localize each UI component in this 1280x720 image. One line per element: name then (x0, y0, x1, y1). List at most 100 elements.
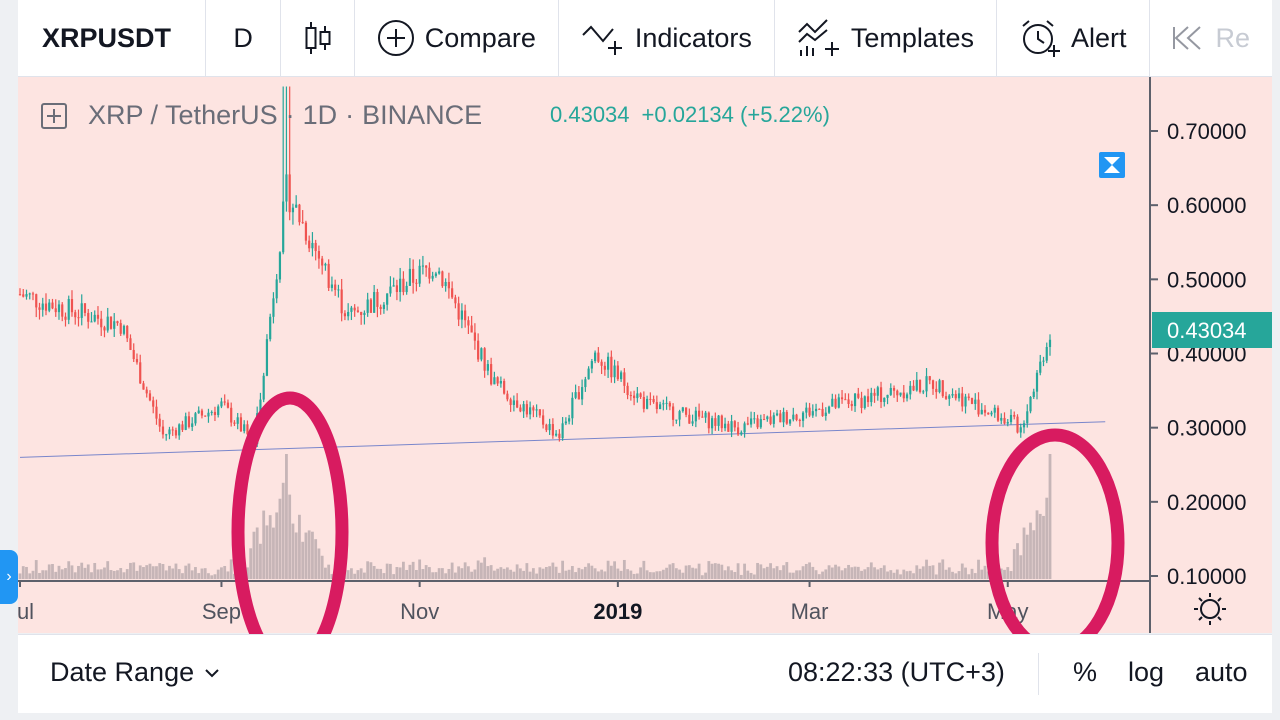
candle-body (850, 403, 853, 407)
candle-body (714, 418, 717, 426)
candle-body (311, 242, 314, 249)
volume-bar (616, 568, 620, 579)
candle-body (308, 240, 311, 249)
candle-body (577, 392, 580, 400)
volume-bar (853, 566, 857, 579)
volume-bar (652, 572, 655, 579)
volume-bar (210, 575, 214, 579)
auto-scale-toggle[interactable]: auto (1195, 657, 1248, 687)
indicators-button[interactable]: Indicators (559, 0, 775, 76)
volume-bar (440, 568, 444, 579)
candle-body (356, 310, 360, 312)
volume-bar (850, 567, 854, 579)
compare-button[interactable]: Compare (355, 0, 559, 76)
volume-bar (834, 564, 837, 579)
chart-settings-gear-icon[interactable] (1194, 593, 1226, 625)
expand-sidebar-button[interactable]: › (0, 550, 18, 604)
candle-body (233, 422, 236, 424)
volume-bar (710, 563, 714, 579)
chart-style-button[interactable] (281, 0, 355, 76)
candle-body (616, 365, 619, 380)
volume-bar (681, 572, 685, 579)
volume-bar (606, 560, 610, 579)
volume-bar (38, 572, 41, 579)
volume-bar (142, 567, 145, 579)
candle-body (821, 408, 824, 416)
volume-bar (132, 562, 136, 579)
volume-bar (492, 570, 496, 579)
volume-bar (856, 566, 860, 579)
volume-bar (655, 571, 659, 579)
candle-body (987, 412, 990, 415)
candle-body (645, 398, 649, 409)
volume-bar (158, 563, 162, 579)
candle-body (366, 299, 369, 313)
candle-body (1006, 422, 1009, 424)
volume-bar (619, 570, 623, 579)
percent-scale-toggle[interactable]: % (1073, 657, 1098, 687)
volume-bar (531, 568, 535, 579)
price-chart[interactable]: 0.700000.600000.500000.400000.300000.200… (18, 77, 1272, 633)
date-range-button[interactable]: Date Range (50, 657, 220, 688)
candle-body (477, 340, 480, 360)
replay-button[interactable]: Re (1150, 0, 1273, 76)
time-axis[interactable]: Jul Sep Nov 2019 Mar May (18, 581, 1029, 624)
volume-bar (174, 563, 178, 579)
candle-body (594, 352, 597, 362)
candle-body (831, 398, 834, 407)
candle-body (571, 397, 574, 419)
candle-body (922, 391, 925, 393)
candle-body (889, 387, 892, 395)
volume-bar (479, 562, 483, 579)
candle-body (736, 427, 740, 435)
price-axis[interactable]: 0.700000.600000.500000.400000.300000.200… (1150, 119, 1247, 589)
chart-area[interactable]: 0.70000 0.60000 0.50000 0.40000 0.30000 0.200… (18, 77, 1272, 633)
candle-body (671, 406, 675, 420)
scroll-to-realtime-button[interactable] (1099, 152, 1125, 178)
log-scale-toggle[interactable]: log (1128, 657, 1165, 687)
candle-body (67, 299, 70, 320)
legend-pair: XRP / TetherUS (88, 100, 278, 130)
candle-body (938, 380, 941, 393)
volume-bar (593, 568, 597, 579)
candle-body (772, 415, 775, 424)
volume-bar (970, 568, 974, 579)
alert-button[interactable]: Alert (997, 0, 1150, 76)
volume-bar (918, 568, 922, 579)
candle-body (600, 361, 603, 366)
hourglass-icon (1104, 157, 1120, 173)
volume-bars (18, 454, 1052, 579)
candle-body (545, 424, 548, 431)
clock[interactable]: 08:22:33 (UTC+3) (788, 657, 1005, 687)
volume-bar (769, 563, 772, 579)
volume-bar (226, 571, 230, 579)
candle-body (918, 379, 922, 392)
volume-bar (743, 563, 746, 579)
candle-body (93, 314, 96, 322)
candle-body (155, 406, 158, 419)
volume-bar (18, 573, 22, 579)
templates-button[interactable]: Templates (775, 0, 997, 76)
volume-bar (502, 568, 506, 579)
candle-body (824, 412, 827, 416)
candle-body (759, 419, 762, 428)
volume-bar (739, 574, 743, 579)
volume-bar (285, 454, 288, 579)
candle-body (678, 411, 681, 420)
volume-bar (876, 569, 880, 579)
candle-body (291, 207, 295, 213)
volume-bar (242, 569, 246, 579)
candle-body (343, 313, 347, 317)
volume-bar (31, 570, 35, 579)
legend-separator: · (345, 100, 354, 130)
volume-bar (382, 573, 386, 579)
volume-bar (34, 560, 38, 579)
candle-body (629, 395, 632, 397)
legend-toggle-button[interactable] (41, 103, 67, 129)
candle-body (28, 293, 31, 295)
volume-bar (587, 563, 591, 579)
symbol-search-button[interactable]: XRPUSDT (18, 0, 206, 76)
volume-bar (830, 567, 834, 579)
interval-button[interactable]: D (206, 0, 282, 76)
candle-body (587, 368, 590, 380)
